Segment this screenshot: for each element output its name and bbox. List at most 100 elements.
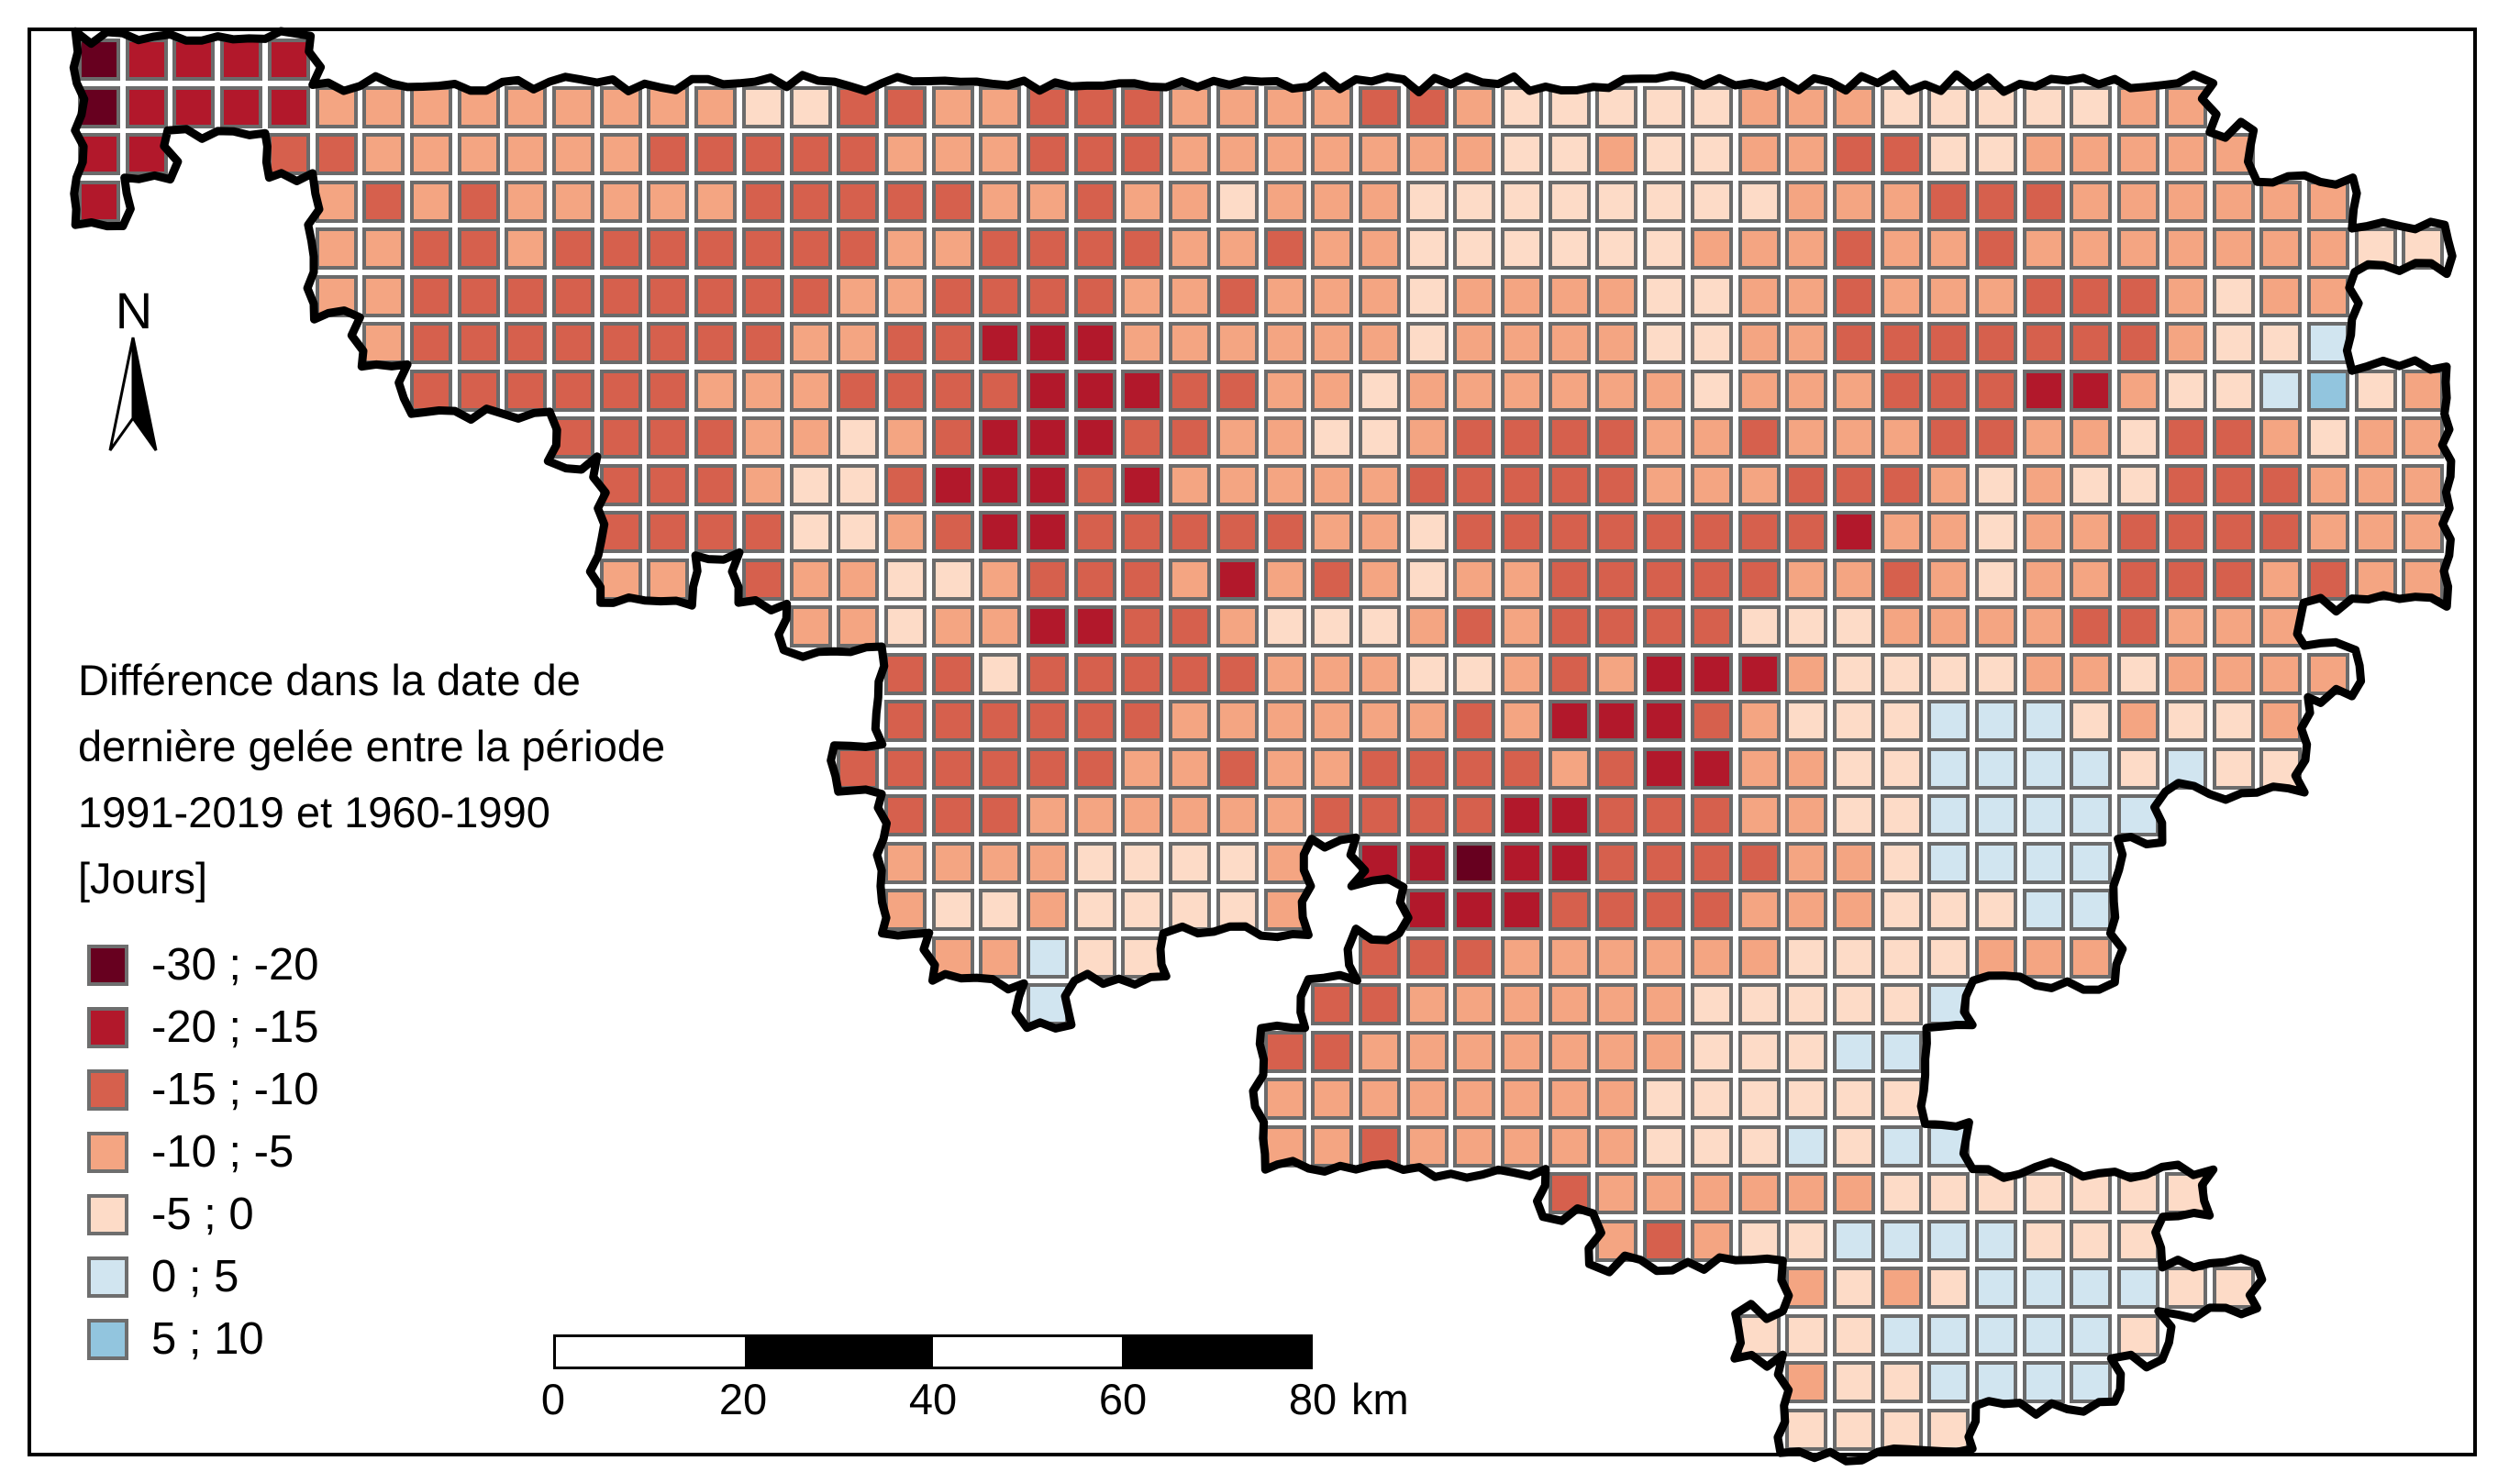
grid-cell	[1121, 605, 1164, 647]
legend-swatch	[87, 1319, 128, 1360]
grid-cell	[1263, 652, 1306, 695]
grid-cell	[1169, 369, 1212, 412]
grid-cell	[1785, 227, 1828, 270]
grid-cell	[1737, 1172, 1781, 1214]
scale-bar-tick-label: 80	[1288, 1375, 1338, 1423]
grid-cell	[1027, 983, 1069, 1025]
grid-cell	[837, 511, 880, 553]
grid-cell	[1358, 274, 1401, 317]
grid-cell	[1785, 794, 1828, 836]
grid-cell	[741, 416, 784, 459]
grid-cell	[1263, 180, 1306, 223]
grid-cell	[1927, 747, 1970, 790]
grid-cell	[1737, 747, 1781, 790]
grid-cell	[1785, 841, 1828, 884]
grid-cell	[1311, 1124, 1354, 1168]
grid-cell	[2259, 511, 2303, 553]
grid-cell	[1737, 558, 1781, 601]
grid-cell	[2070, 794, 2113, 836]
grid-cell	[1880, 605, 1923, 647]
grid-cell	[2164, 227, 2207, 270]
grid-cell	[2212, 227, 2255, 270]
grid-cell	[2402, 227, 2445, 270]
grid-cell	[2306, 652, 2349, 695]
grid-cell	[1073, 605, 1116, 647]
grid-cell	[789, 322, 832, 364]
grid-cell	[2306, 322, 2349, 364]
grid-cell	[1453, 1078, 1496, 1120]
grid-cell	[979, 889, 1022, 931]
grid-cell	[1121, 511, 1164, 553]
grid-cell	[647, 463, 690, 506]
grid-cell	[2070, 1219, 2113, 1262]
grid-cell	[409, 227, 452, 270]
grid-cell	[1690, 416, 1733, 459]
grid-cell	[2117, 747, 2160, 790]
grid-cell	[1216, 700, 1259, 742]
grid-cell	[1358, 1124, 1401, 1168]
grid-cell	[2022, 227, 2065, 270]
grid-cell	[647, 227, 690, 270]
grid-cell	[1216, 133, 1259, 175]
grid-cell	[1027, 274, 1069, 317]
grid-cell	[1643, 133, 1686, 175]
grid-cell	[1358, 935, 1401, 979]
grid-cell	[931, 369, 974, 412]
grid-cell	[1785, 605, 1828, 647]
grid-cell	[2022, 889, 2065, 931]
grid-cell	[1216, 274, 1259, 317]
grid-cell	[1643, 889, 1686, 931]
grid-cell	[1216, 85, 1259, 128]
grid-cell	[1643, 700, 1686, 742]
grid-cell	[979, 133, 1022, 175]
grid-cell	[1548, 227, 1591, 270]
grid-cell	[1643, 274, 1686, 317]
grid-cell	[1453, 511, 1496, 553]
grid-cell	[1311, 322, 1354, 364]
grid-cell	[1548, 700, 1591, 742]
grid-cell	[2117, 227, 2160, 270]
grid-cell	[1595, 1172, 1638, 1214]
scale-bar-tick-label: 60	[1098, 1375, 1148, 1423]
grid-cell	[1405, 558, 1449, 601]
grid-cell	[1690, 794, 1733, 836]
grid-cell	[1927, 1172, 1970, 1214]
grid-cell	[1311, 1078, 1354, 1120]
grid-cell	[1501, 700, 1543, 742]
grid-cell	[1073, 227, 1116, 270]
grid-cell	[1737, 700, 1781, 742]
grid-cell	[1216, 416, 1259, 459]
legend-swatch	[87, 1132, 128, 1173]
grid-cell	[362, 322, 405, 364]
grid-cell	[315, 85, 358, 128]
grid-cell	[1690, 889, 1733, 931]
grid-cell	[2212, 463, 2255, 506]
grid-cell	[505, 180, 548, 223]
grid-cell	[2212, 180, 2255, 223]
grid-cell	[2402, 558, 2445, 601]
grid-cell	[2259, 463, 2303, 506]
grid-cell	[979, 85, 1022, 128]
grid-cell	[1311, 416, 1354, 459]
grid-cell	[1690, 700, 1733, 742]
grid-cell	[1027, 889, 1069, 931]
grid-cell	[741, 369, 784, 412]
grid-cell	[1975, 605, 2017, 647]
grid-cell	[837, 369, 880, 412]
grid-cell	[1548, 1078, 1591, 1120]
grid-cell	[741, 133, 784, 175]
grid-cell	[1121, 935, 1164, 979]
grid-cell	[837, 322, 880, 364]
grid-cell	[2117, 794, 2160, 836]
grid-cell	[1832, 605, 1875, 647]
grid-cell	[1643, 227, 1686, 270]
grid-cell	[78, 39, 120, 81]
scale-bar-labels: km 0 20 40 60 80	[0, 1374, 2520, 1429]
grid-cell	[1216, 322, 1259, 364]
grid-cell	[1832, 227, 1875, 270]
grid-cell	[1785, 1172, 1828, 1214]
grid-cell	[1453, 1030, 1496, 1073]
grid-cell	[1690, 1078, 1733, 1120]
grid-cell	[2164, 747, 2207, 790]
grid-cell	[1595, 369, 1638, 412]
